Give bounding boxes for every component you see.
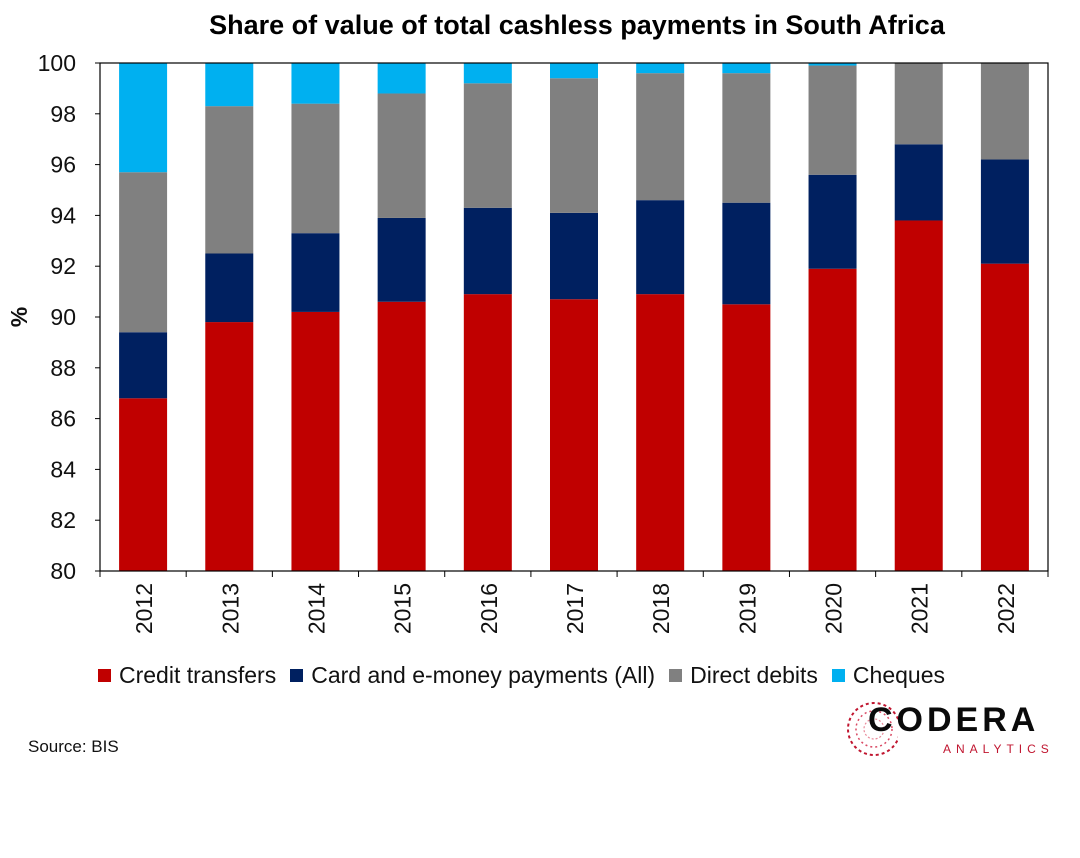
y-tick-label: 96: [50, 152, 76, 178]
bar-2016-series-1: [463, 207, 512, 295]
chart-plot: 2012 2013 2014 2015 2016 2017 2018 2019 2020 2021…: [6, 50, 1049, 634]
chart-title: Share of value of total cashless payment…: [209, 10, 945, 40]
bar-2021-series-1: [894, 144, 943, 221]
bar-2014-series-3: [291, 63, 340, 104]
bar-2012-series-2: [119, 172, 168, 333]
y-tick-label: 88: [50, 355, 76, 381]
bar-2018-series-1: [636, 200, 685, 295]
y-tick-label: 80: [50, 558, 76, 584]
legend-swatch: [669, 669, 683, 682]
x-tick-label: 2019: [734, 583, 760, 634]
bar-2015-series-3: [377, 63, 426, 94]
bar-2012-series-1: [119, 332, 168, 399]
y-tick-label: 90: [50, 304, 76, 330]
bar-2014-series-2: [291, 103, 340, 234]
y-tick-label: 92: [50, 253, 76, 279]
bar-2018-series-3: [636, 63, 685, 74]
bar-2013-series-3: [205, 63, 254, 107]
bar-2019-series-0: [722, 304, 771, 571]
x-tick-label: 2021: [907, 583, 933, 634]
x-tick-label: 2020: [821, 583, 847, 634]
bar-2013-series-0: [205, 322, 254, 571]
bar-2014-series-1: [291, 233, 340, 312]
bar-2015-series-0: [377, 301, 426, 571]
x-tick-label: 2012: [131, 583, 157, 634]
bar-2022-series-0: [980, 263, 1029, 571]
bar-2019-series-1: [722, 202, 771, 305]
bar-2020-series-1: [808, 174, 857, 269]
bar-2020-series-0: [808, 268, 857, 571]
legend-label: Cheques: [852, 662, 945, 688]
x-tick-label: 2013: [217, 583, 243, 634]
x-tick-label: 2014: [303, 583, 329, 634]
bar-2017-series-1: [550, 212, 598, 300]
bar-2016-series-2: [463, 83, 512, 208]
bar-2020-series-3: [808, 63, 857, 66]
bar-2019-series-3: [722, 63, 771, 74]
bar-2013-series-2: [205, 106, 254, 254]
bar-2018-series-0: [636, 294, 685, 571]
legend-item: Cheques: [831, 662, 945, 689]
legend-label: Card and e-money payments (All): [311, 662, 656, 688]
bar-2022-series-2: [980, 63, 1029, 160]
bar-2018-series-2: [636, 73, 685, 201]
legend-swatch: [290, 669, 304, 682]
x-tick-label: 2016: [476, 583, 502, 634]
bar-2017-series-0: [550, 299, 598, 571]
bar-2020-series-2: [808, 65, 857, 175]
legend-swatch: [98, 669, 111, 682]
logo-mark-icon: [847, 702, 898, 756]
bar-2015-series-1: [377, 217, 426, 302]
bar-2012-series-0: [119, 398, 168, 571]
bar-2016-series-3: [463, 63, 512, 84]
legend-item: Credit transfers: [98, 662, 276, 689]
legend-item: Direct debits: [669, 662, 818, 689]
bar-2015-series-2: [377, 93, 426, 218]
bar-2021-series-2: [894, 63, 943, 145]
x-tick-label: 2018: [648, 583, 674, 634]
legend-swatch: [831, 669, 845, 682]
y-tick-label: 100: [38, 50, 76, 76]
y-tick-label: 82: [50, 507, 76, 533]
legend-label: Credit transfers: [119, 662, 277, 688]
y-tick-label: 94: [50, 202, 76, 228]
legend-label: Direct debits: [690, 662, 818, 688]
logo-name: CODERA: [868, 701, 1040, 739]
y-tick-label: 86: [50, 406, 76, 432]
x-tick-label: 2017: [562, 583, 588, 634]
bar-2013-series-1: [205, 253, 254, 323]
source-note: Source: BIS: [28, 737, 119, 756]
x-tick-label: 2015: [390, 583, 416, 634]
bar-2021-series-0: [894, 220, 943, 572]
y-tick-label: 98: [50, 101, 76, 127]
bar-2012-series-3: [119, 63, 168, 173]
codera-logo: CODERA ANALYTICS: [847, 695, 1049, 765]
y-tick-label: 84: [50, 456, 76, 482]
bar-2017-series-2: [550, 78, 598, 213]
bar-2017-series-3: [550, 63, 598, 79]
logo-subtitle: ANALYTICS: [943, 742, 1054, 756]
bar-2016-series-0: [463, 294, 512, 571]
legend-item: Card and e-money payments (All): [290, 662, 655, 689]
bar-2022-series-1: [980, 159, 1029, 264]
bar-2019-series-2: [722, 73, 771, 203]
bar-2014-series-0: [291, 311, 340, 571]
chart-legend: Credit transfers Card and e-money payment…: [98, 662, 1038, 689]
x-tick-label: 2022: [993, 583, 1019, 634]
y-axis-label: %: [6, 307, 32, 327]
